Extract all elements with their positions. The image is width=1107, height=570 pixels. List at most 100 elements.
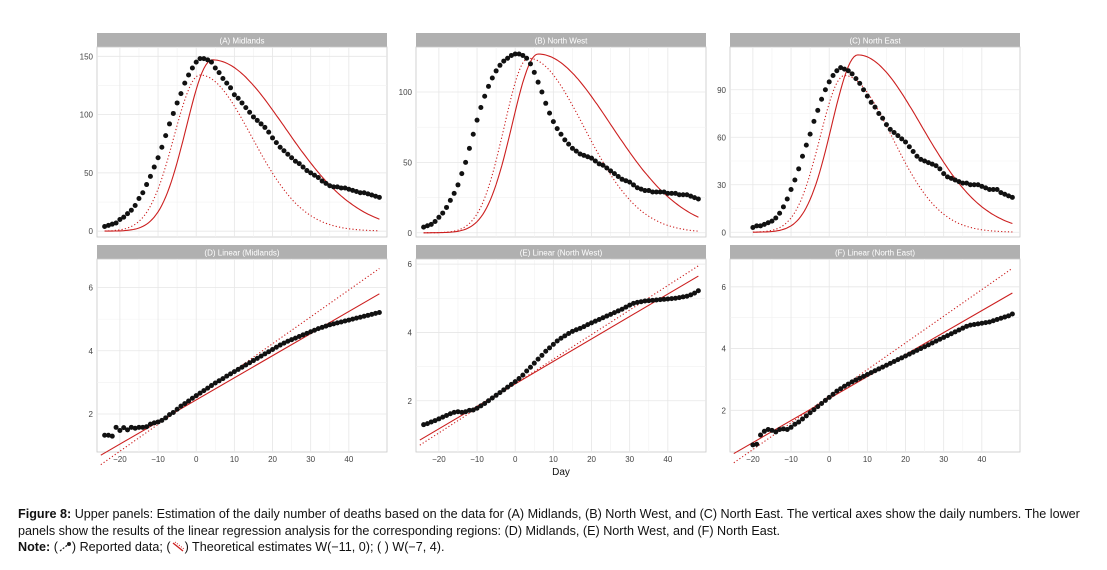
data-point	[589, 155, 595, 161]
data-point	[796, 166, 802, 172]
data-point	[508, 52, 514, 58]
data-point	[155, 155, 161, 161]
data-point	[144, 182, 150, 188]
data-point	[323, 180, 329, 186]
data-point	[589, 320, 595, 326]
data-point	[754, 441, 760, 447]
data-point	[147, 421, 153, 427]
data-point	[929, 340, 935, 346]
data-point	[826, 394, 832, 400]
y-tick-label: 0	[722, 228, 727, 237]
caption-text: Upper panels: Estimation of the daily nu…	[18, 507, 1080, 538]
data-point	[967, 182, 973, 188]
data-point	[1006, 193, 1012, 199]
data-point	[975, 182, 981, 188]
data-point	[159, 417, 165, 423]
data-point	[692, 290, 698, 296]
data-point	[516, 376, 522, 382]
data-point	[451, 190, 457, 196]
data-point	[562, 137, 568, 143]
data-point	[780, 426, 786, 432]
data-point	[883, 122, 889, 128]
data-point	[803, 413, 809, 419]
y-tick-label: 30	[717, 181, 726, 190]
data-point	[505, 55, 511, 61]
data-point	[941, 171, 947, 177]
data-point	[250, 358, 256, 364]
data-point	[887, 126, 893, 132]
data-point	[657, 189, 663, 195]
data-point	[918, 156, 924, 162]
data-point	[933, 338, 939, 344]
x-tick-label: 30	[939, 455, 948, 464]
data-point	[331, 184, 337, 190]
data-point	[308, 329, 314, 335]
data-point	[680, 294, 686, 300]
data-point	[113, 220, 119, 226]
data-point	[273, 140, 279, 146]
data-point	[182, 401, 188, 407]
data-point	[346, 186, 352, 192]
data-point	[758, 432, 764, 438]
data-point	[627, 179, 633, 185]
data-point	[994, 187, 1000, 192]
data-point	[182, 80, 188, 86]
data-point	[428, 419, 434, 425]
data-point	[436, 416, 442, 422]
data-point	[623, 304, 629, 310]
data-point	[474, 405, 480, 411]
data-point	[470, 131, 476, 137]
plot-area	[96, 46, 388, 238]
data-point	[109, 221, 115, 227]
data-point	[945, 174, 950, 180]
y-tick-label: 50	[84, 169, 93, 178]
data-point	[868, 370, 874, 376]
data-point	[672, 295, 678, 301]
data-point	[270, 346, 276, 352]
panel-title: (F) Linear (North East)	[835, 249, 915, 258]
data-point	[983, 320, 989, 326]
data-point	[524, 368, 530, 374]
data-point	[566, 141, 572, 147]
data-point	[819, 401, 825, 407]
model-curve-dotted	[423, 57, 699, 234]
data-point	[285, 338, 291, 344]
panel-strip	[416, 245, 706, 259]
data-point	[243, 105, 249, 111]
data-point	[147, 173, 153, 179]
x-tick-label: −10	[784, 455, 798, 464]
data-point	[826, 79, 832, 85]
data-point	[174, 406, 180, 412]
data-point	[170, 409, 176, 415]
data-point	[880, 115, 886, 121]
data-point	[777, 210, 783, 216]
data-point	[596, 316, 602, 322]
data-point	[102, 224, 108, 230]
data-point	[117, 427, 123, 433]
model-curve-dotted	[752, 74, 1013, 233]
data-point	[653, 189, 659, 195]
data-point	[319, 324, 325, 330]
data-point	[608, 311, 614, 317]
data-point	[117, 217, 123, 223]
data-point	[266, 129, 272, 135]
data-point	[765, 426, 771, 432]
data-point	[174, 100, 180, 106]
plot-area	[96, 258, 388, 453]
figure-caption: Figure 8: Upper panels: Estimation of th…	[18, 506, 1098, 556]
data-point	[838, 386, 844, 392]
data-point	[489, 75, 495, 81]
panel-a-midlands: (A) Midlands 0 50 100 150	[80, 33, 388, 238]
panel-c-north-east: (C) North East 0 30 60 90	[717, 33, 1021, 238]
data-point	[463, 409, 469, 415]
data-point	[964, 180, 970, 186]
data-point	[754, 223, 760, 229]
data-point	[300, 164, 306, 170]
data-point	[853, 377, 859, 383]
data-point	[807, 131, 813, 137]
data-point	[365, 191, 371, 197]
data-point	[334, 320, 340, 326]
data-point	[258, 121, 264, 127]
data-point	[277, 144, 283, 150]
data-point	[163, 133, 169, 139]
